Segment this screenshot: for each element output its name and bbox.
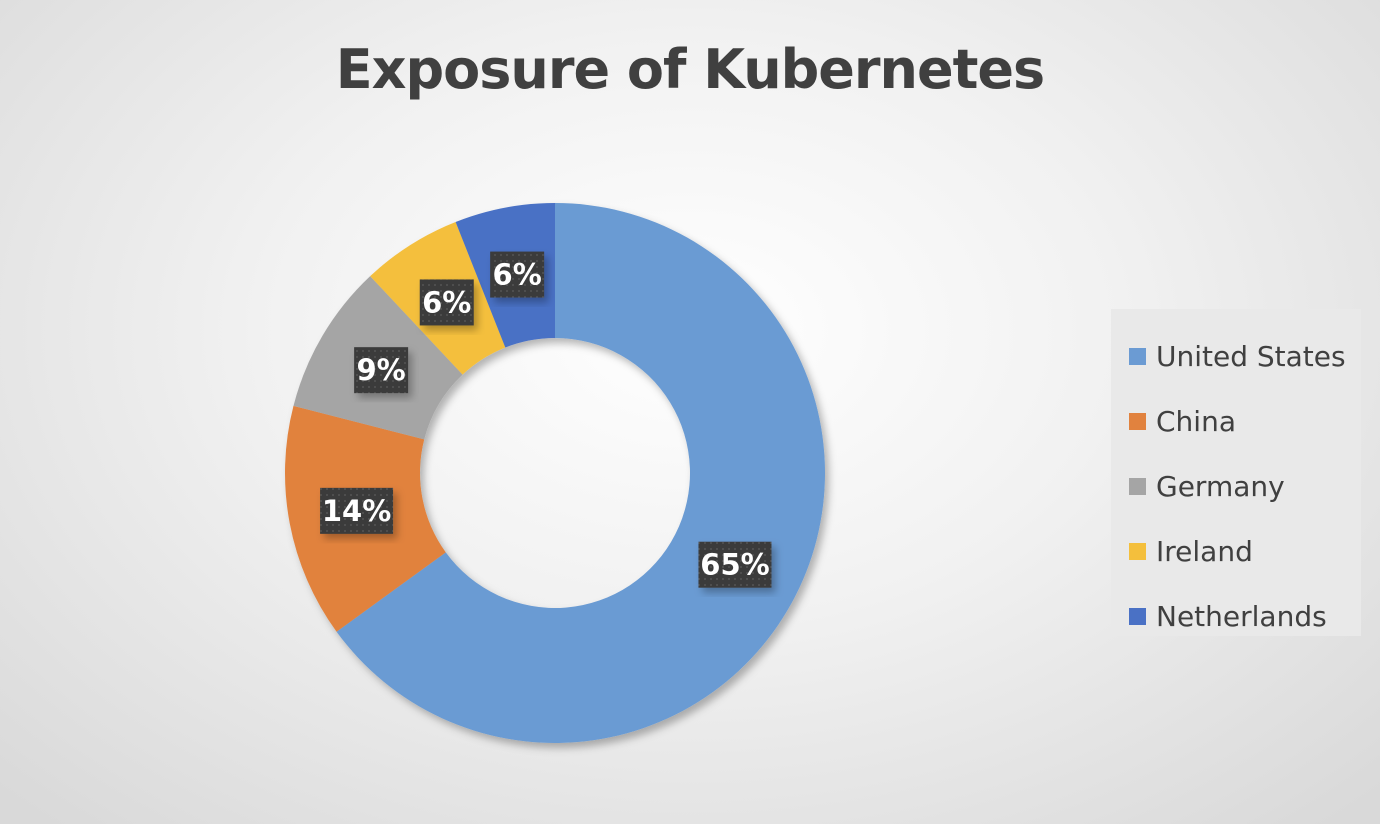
data-label-box xyxy=(320,487,394,534)
legend-item-netherlands: Netherlands xyxy=(1111,584,1361,649)
legend-swatch xyxy=(1129,608,1146,625)
slice-united-states xyxy=(336,203,825,743)
legend-label: Netherlands xyxy=(1156,600,1327,633)
data-label-netherlands: 6% xyxy=(490,251,545,298)
data-label-box xyxy=(490,251,545,298)
data-label-text: 6% xyxy=(493,258,542,292)
legend-label: Germany xyxy=(1156,470,1285,503)
legend-swatch xyxy=(1129,413,1146,430)
data-label-germany: 9% xyxy=(354,347,409,394)
legend: United States China Germany Ireland Netherla… xyxy=(1111,309,1361,636)
data-label-box xyxy=(419,279,474,326)
data-label-box xyxy=(698,541,772,588)
data-label-text: 14% xyxy=(322,494,391,528)
legend-item-united-states: United States xyxy=(1111,324,1361,389)
legend-label: Ireland xyxy=(1156,535,1253,568)
data-label-ireland: 6% xyxy=(419,279,474,326)
data-label-china: 14% xyxy=(320,487,394,534)
data-label-box xyxy=(354,347,409,394)
legend-item-china: China xyxy=(1111,389,1361,454)
legend-label: United States xyxy=(1156,340,1346,373)
data-labels-group: 65% 14% 9% 6% 6% xyxy=(320,251,772,588)
slices-group xyxy=(285,203,825,743)
legend-swatch xyxy=(1129,478,1146,495)
chart-title: Exposure of Kubernetes xyxy=(335,38,1045,101)
legend-item-germany: Germany xyxy=(1111,454,1361,519)
data-label-text: 6% xyxy=(422,285,471,319)
data-label-united-states: 65% xyxy=(698,541,772,588)
data-label-text: 9% xyxy=(357,353,406,387)
legend-item-ireland: Ireland xyxy=(1111,519,1361,584)
legend-swatch xyxy=(1129,348,1146,365)
legend-label: China xyxy=(1156,405,1236,438)
legend-swatch xyxy=(1129,543,1146,560)
data-label-text: 65% xyxy=(700,548,769,582)
